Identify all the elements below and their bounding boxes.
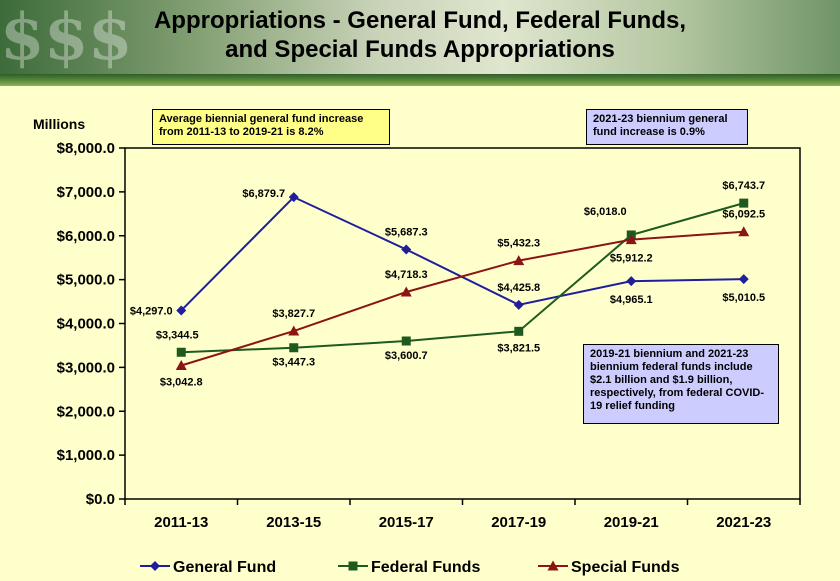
x-tick-label: 2017-19: [491, 514, 546, 531]
legend-special-funds-marker: [547, 560, 559, 571]
general-fund-point: [738, 274, 749, 285]
general-fund-data-label: $4,425.8: [497, 282, 540, 294]
federal-funds-point: [176, 347, 186, 357]
general-fund-point: [401, 244, 412, 255]
x-tick-label: 2015-17: [379, 514, 434, 531]
general-fund-data-label: $5,010.5: [722, 292, 765, 304]
y-tick-label: $2,000.0: [57, 403, 115, 420]
y-tick-label: $1,000.0: [57, 447, 115, 464]
x-tick-label: 2021-23: [716, 514, 771, 531]
special-funds-line: [180, 230, 744, 367]
federal-funds-point: [514, 326, 524, 336]
x-tick-label: 2011-13: [154, 514, 208, 531]
federal-funds-point: [289, 343, 299, 353]
x-tick-label: 2013-15: [266, 514, 321, 531]
y-tick-label: $0.0: [86, 491, 115, 508]
general-fund-data-label: $6,879.7: [242, 188, 285, 200]
note-covid-funding: 2019-21 biennium and 2021-23 biennium fe…: [583, 344, 779, 424]
legend-special-funds-label: Special Funds: [571, 559, 680, 576]
federal-funds-data-label: $6,018.0: [584, 206, 627, 218]
general-fund-point: [288, 192, 299, 203]
federal-funds-data-label: $3,600.7: [385, 350, 428, 362]
chart-title-line2: and Special Funds Appropriations: [225, 36, 615, 63]
y-tick-label: $6,000.0: [57, 228, 115, 245]
general-fund-point: [176, 305, 187, 316]
general-fund-data-label: $5,687.3: [385, 226, 428, 238]
federal-funds-data-label: $3,344.5: [156, 329, 199, 341]
chart-title: Appropriations - General Fund, Federal F…: [0, 6, 840, 64]
federal-funds-data-label: $6,743.7: [722, 180, 765, 192]
x-tick-label: 2019-21: [604, 514, 659, 531]
y-tick-label: $5,000.0: [57, 272, 115, 289]
general-fund-data-label: $4,297.0: [130, 305, 173, 317]
dollar-sign-decoration: $: [0, 0, 45, 74]
legend-federal-funds-label: Federal Funds: [371, 559, 480, 576]
plot-area: [124, 147, 801, 500]
federal-funds-data-label: $3,821.5: [497, 342, 540, 354]
general-fund-point: [513, 299, 524, 310]
special-funds-point: [625, 234, 637, 245]
special-funds-data-label: $3,042.8: [160, 376, 203, 388]
y-unit-label: Millions: [33, 116, 86, 132]
title-banner: $ $ $: [0, 0, 840, 74]
federal-funds-point: [739, 198, 749, 208]
special-funds-data-label: $4,718.3: [385, 269, 428, 281]
chart-title-line1: Appropriations - General Fund, Federal F…: [153, 7, 687, 34]
note-biennium-increase: 2021-23 biennium general fund increase i…: [586, 109, 748, 145]
y-tick-label: $4,000.0: [57, 316, 115, 333]
general-fund-data-label: $4,965.1: [610, 294, 653, 306]
special-funds-data-label: $5,912.2: [610, 253, 653, 265]
special-funds-point: [175, 359, 187, 370]
general-fund-point: [626, 276, 637, 287]
banner-stripe: [0, 74, 840, 86]
y-tick-label: $8,000.0: [57, 140, 115, 157]
special-funds-point: [738, 226, 750, 237]
legend-general-fund-label: General Fund: [173, 559, 276, 576]
federal-funds-line: [181, 202, 745, 354]
note-average-increase: Average biennial general fund increase f…: [152, 109, 390, 145]
federal-funds-data-label: $3,447.3: [272, 357, 315, 369]
legend-federal-funds-marker: [348, 561, 358, 571]
y-tick-label: $3,000.0: [57, 359, 115, 376]
dollar-sign-decoration: $: [44, 0, 89, 74]
special-funds-data-label: $5,432.3: [497, 238, 540, 250]
special-funds-point: [400, 286, 412, 297]
y-tick-label: $7,000.0: [57, 184, 115, 201]
federal-funds-point: [401, 336, 411, 346]
dollar-sign-decoration: $: [88, 0, 133, 74]
legend-general-fund-marker: [150, 561, 160, 571]
special-funds-point: [513, 255, 525, 266]
special-funds-data-label: $6,092.5: [722, 209, 765, 221]
special-funds-point: [288, 325, 300, 336]
special-funds-data-label: $3,827.7: [272, 308, 315, 320]
